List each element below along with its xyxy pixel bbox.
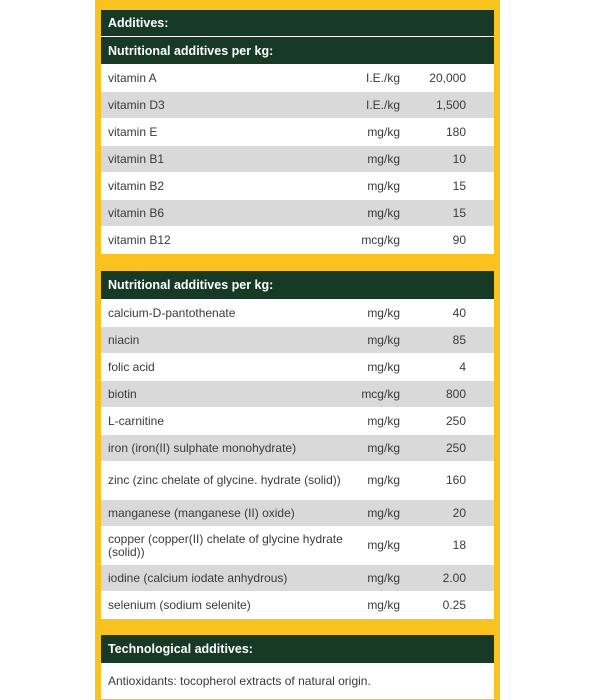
row-name: iron (iron(II) sulphate monohydrate) xyxy=(101,434,348,462)
row-value: 20,000 xyxy=(400,64,494,92)
table-row: iodine (calcium iodate anhydrous) mg/kg 2.… xyxy=(101,564,494,592)
row-value: 10 xyxy=(400,145,494,173)
table-row: biotin mcg/kg 800 xyxy=(101,380,494,408)
table-row: selenium (sodium selenite) mg/kg 0.25 xyxy=(101,591,494,619)
row-value: 0.25 xyxy=(400,591,494,619)
row-unit: mg/kg xyxy=(348,564,400,592)
row-name: iodine (calcium iodate anhydrous) xyxy=(101,564,348,592)
row-unit: I.E./kg xyxy=(348,64,400,92)
row-unit: mcg/kg xyxy=(348,380,400,408)
row-name: copper (copper(II) chelate of glycine hy… xyxy=(101,526,348,565)
row-value: 1,500 xyxy=(400,91,494,119)
table-row: niacin mg/kg 85 xyxy=(101,326,494,354)
row-unit: mg/kg xyxy=(348,326,400,354)
row-name: manganese (manganese (II) oxide) xyxy=(101,499,348,527)
row-unit: mg/kg xyxy=(348,461,400,500)
table-row: zinc (zinc chelate of glycine. hydrate (… xyxy=(101,461,494,500)
row-value: 18 xyxy=(400,526,494,565)
row-name: vitamin B6 xyxy=(101,199,348,227)
table-row: vitamin A I.E./kg 20,000 xyxy=(101,64,494,92)
additives-block-2: Nutritional additives per kg: calcium-D-… xyxy=(101,271,494,619)
row-unit: mg/kg xyxy=(348,145,400,173)
row-name: selenium (sodium selenite) xyxy=(101,591,348,619)
row-unit: mg/kg xyxy=(348,172,400,200)
additives-block-1: Additives: Nutritional additives per kg:… xyxy=(101,10,494,254)
table-row: manganese (manganese (II) oxide) mg/kg 20 xyxy=(101,499,494,527)
table-row: copper (copper(II) chelate of glycine hy… xyxy=(101,526,494,565)
row-value: 250 xyxy=(400,434,494,462)
row-unit: mcg/kg xyxy=(348,226,400,254)
row-value: 15 xyxy=(400,199,494,227)
row-value: 180 xyxy=(400,118,494,146)
row-unit: I.E./kg xyxy=(348,91,400,119)
vitamins-table: vitamin A I.E./kg 20,000 vitamin D3 I.E./kg 1… xyxy=(101,64,494,254)
row-name: folic acid xyxy=(101,353,348,381)
row-name: calcium-D-pantothenate xyxy=(101,299,348,327)
row-name: vitamin E xyxy=(101,118,348,146)
row-unit: mg/kg xyxy=(348,526,400,565)
technological-block: Technological additives: Antioxidants: t… xyxy=(101,635,494,699)
row-value: 20 xyxy=(400,499,494,527)
table-row: vitamin B12 mcg/kg 90 xyxy=(101,226,494,254)
row-value: 85 xyxy=(400,326,494,354)
section-title: Nutritional additives per kg: xyxy=(101,36,494,64)
table-row: folic acid mg/kg 4 xyxy=(101,353,494,381)
row-name: biotin xyxy=(101,380,348,408)
table-row: iron (iron(II) sulphate monohydrate) mg/k… xyxy=(101,434,494,462)
row-value: 40 xyxy=(400,299,494,327)
row-unit: mg/kg xyxy=(348,118,400,146)
table-row: calcium-D-pantothenate mg/kg 40 xyxy=(101,299,494,327)
row-value: 15 xyxy=(400,172,494,200)
additives-panel: Additives: Nutritional additives per kg:… xyxy=(95,0,500,700)
additives-title: Additives: xyxy=(101,10,494,36)
row-value: 160 xyxy=(400,461,494,500)
row-name: vitamin B12 xyxy=(101,226,348,254)
technological-title: Technological additives: xyxy=(101,635,494,663)
row-value: 800 xyxy=(400,380,494,408)
row-name: vitamin D3 xyxy=(101,91,348,119)
technological-text: Antioxidants: tocopherol extracts of nat… xyxy=(108,674,371,688)
row-value: 90 xyxy=(400,226,494,254)
row-name: L-carnitine xyxy=(101,407,348,435)
row-unit: mg/kg xyxy=(348,199,400,227)
table-row: vitamin B2 mg/kg 15 xyxy=(101,172,494,200)
table-row: L-carnitine mg/kg 250 xyxy=(101,407,494,435)
row-unit: mg/kg xyxy=(348,591,400,619)
row-name: zinc (zinc chelate of glycine. hydrate (… xyxy=(101,461,348,500)
row-value: 4 xyxy=(400,353,494,381)
row-unit: mg/kg xyxy=(348,299,400,327)
row-unit: mg/kg xyxy=(348,434,400,462)
row-value: 2.00 xyxy=(400,564,494,592)
minerals-table: calcium-D-pantothenate mg/kg 40 niacin mg/kg… xyxy=(101,299,494,619)
table-row: vitamin D3 I.E./kg 1,500 xyxy=(101,91,494,119)
row-unit: mg/kg xyxy=(348,407,400,435)
row-name: niacin xyxy=(101,326,348,354)
row-value: 250 xyxy=(400,407,494,435)
table-row: vitamin B1 mg/kg 10 xyxy=(101,145,494,173)
row-name: vitamin A xyxy=(101,64,348,92)
row-name: vitamin B2 xyxy=(101,172,348,200)
section-title: Nutritional additives per kg: xyxy=(101,271,494,299)
row-unit: mg/kg xyxy=(348,353,400,381)
row-unit: mg/kg xyxy=(348,499,400,527)
table-row: vitamin B6 mg/kg 15 xyxy=(101,199,494,227)
row-name: vitamin B1 xyxy=(101,145,348,173)
